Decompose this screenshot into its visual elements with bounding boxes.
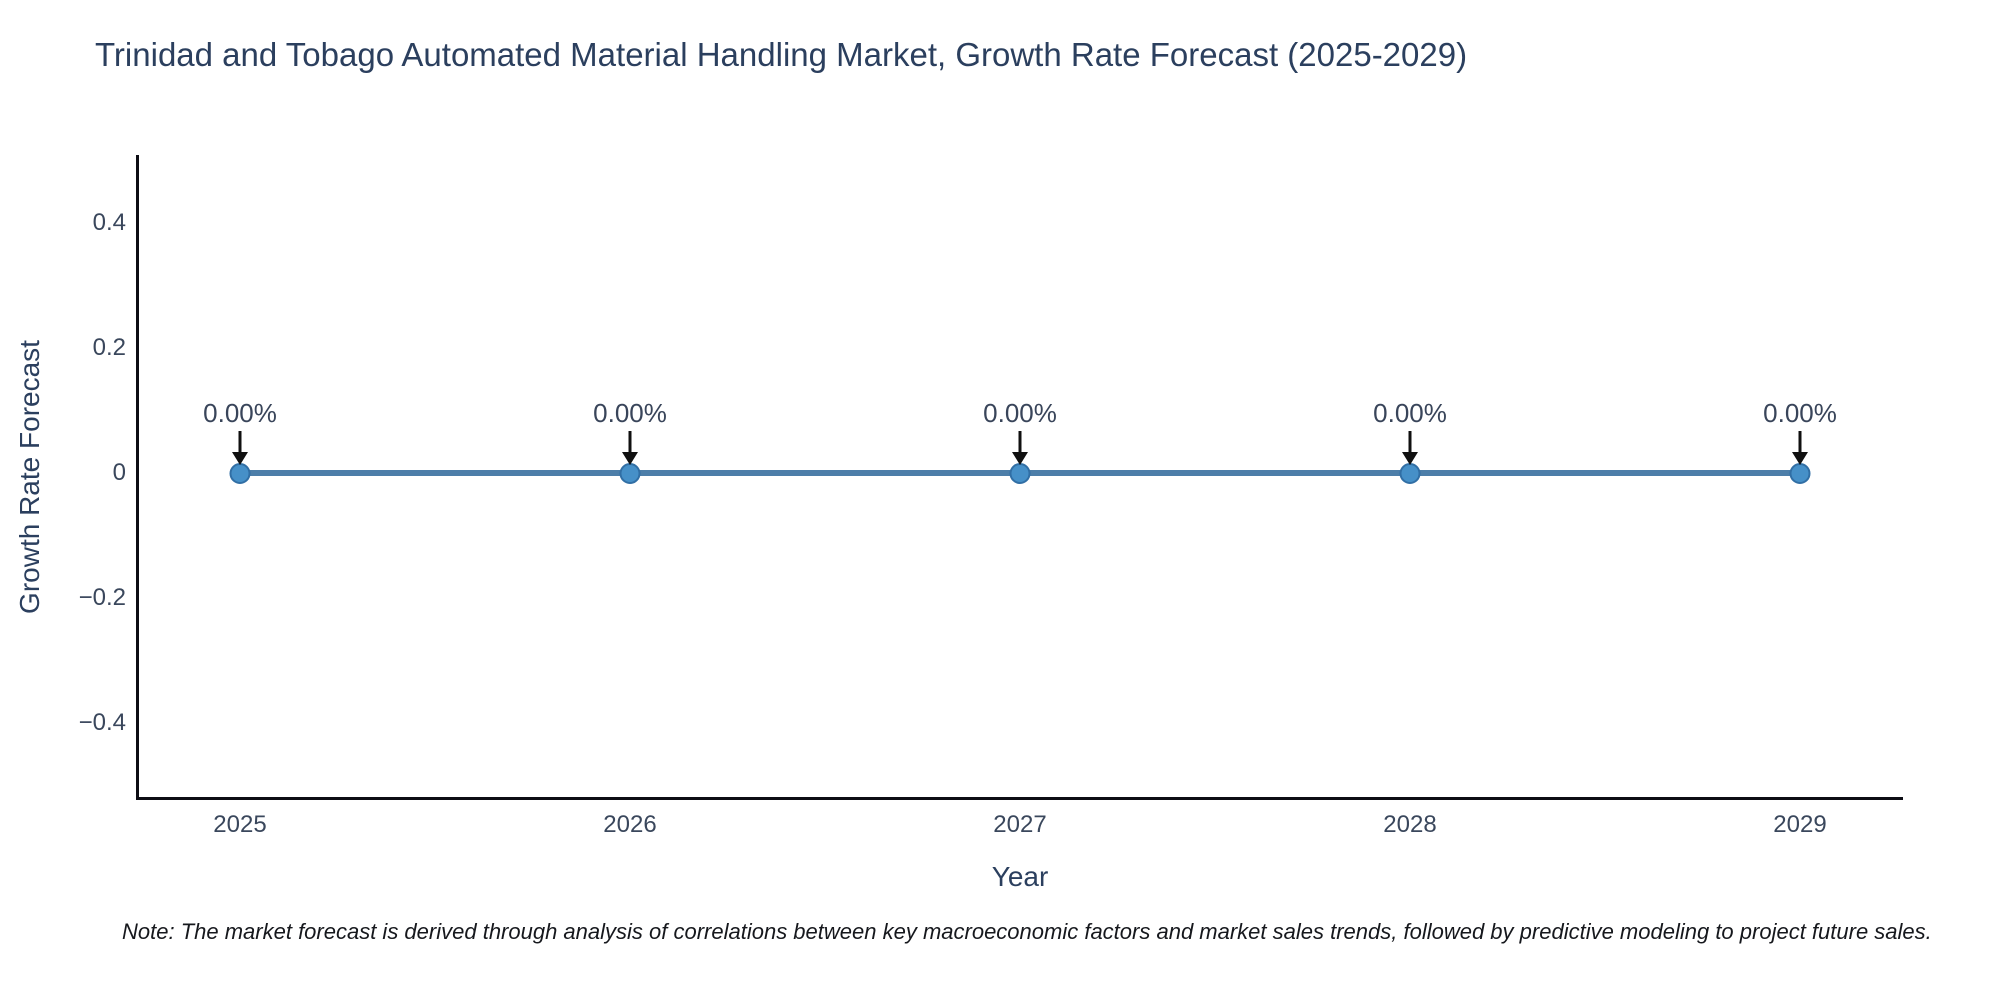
x-tick-label: 2025 — [213, 811, 267, 838]
chart-title: Trinidad and Tobago Automated Material H… — [95, 36, 1468, 73]
y-tick-label: 0.2 — [92, 334, 126, 361]
y-tick-label: 0.4 — [92, 209, 126, 236]
annotation-arrow-line — [1798, 431, 1802, 454]
annotation-label: 0.00% — [983, 398, 1057, 428]
x-tick-label: 2027 — [993, 811, 1047, 838]
x-axis-title: Year — [991, 861, 1049, 892]
annotation-arrow-line — [238, 431, 242, 454]
annotation-label: 0.00% — [593, 398, 667, 428]
data-point-2025 — [229, 462, 251, 484]
annotation-label: 0.00% — [1763, 398, 1837, 428]
down-arrow-icon — [1012, 452, 1028, 465]
annotation-arrow-line — [628, 431, 632, 454]
y-tick-label: −0.2 — [78, 584, 126, 611]
data-point-2026 — [619, 462, 641, 484]
down-arrow-icon — [622, 452, 638, 465]
y-tick-label: 0 — [112, 459, 126, 486]
down-arrow-icon — [1792, 452, 1808, 465]
x-axis-line — [136, 797, 1903, 800]
x-tick-label: 2029 — [1773, 811, 1827, 838]
annotation-label: 0.00% — [203, 398, 277, 428]
annotation-arrow-line — [1018, 431, 1022, 454]
chart-footnote: Note: The market forecast is derived thr… — [122, 919, 1932, 944]
data-point-2029 — [1789, 462, 1811, 484]
annotation-arrow-line — [1408, 431, 1412, 454]
x-tick-label: 2028 — [1383, 811, 1437, 838]
down-arrow-icon — [1402, 452, 1418, 465]
data-point-2027 — [1009, 462, 1031, 484]
y-axis-line — [136, 155, 139, 800]
x-tick-label: 2026 — [603, 811, 657, 838]
data-point-2028 — [1399, 462, 1421, 484]
annotation-label: 0.00% — [1373, 398, 1447, 428]
y-tick-label: −0.4 — [78, 709, 126, 736]
down-arrow-icon — [232, 452, 248, 465]
